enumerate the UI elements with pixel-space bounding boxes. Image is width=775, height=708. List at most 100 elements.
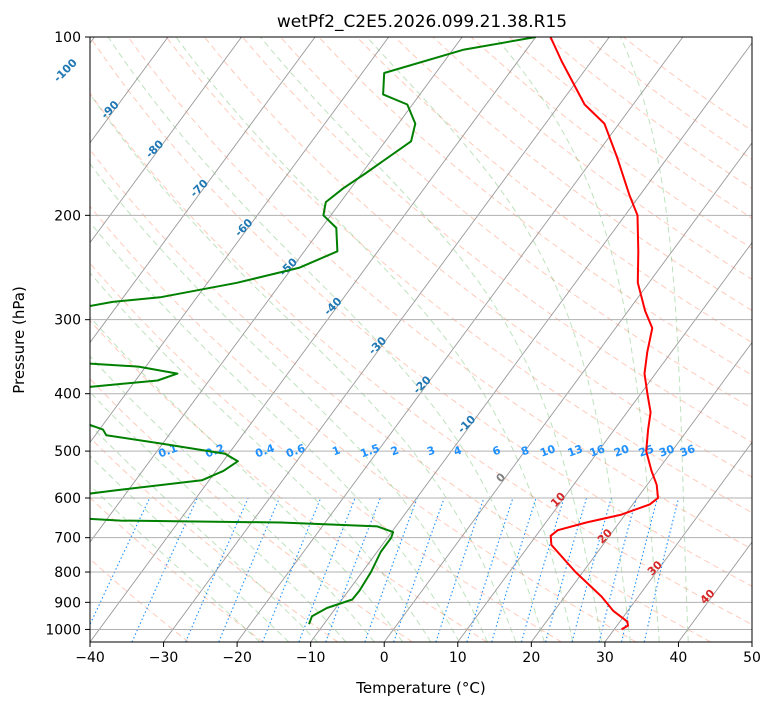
x-tick-label: −30	[149, 650, 179, 666]
mixing-ratio-line	[571, 497, 612, 642]
moist-adiabat	[175, 37, 574, 642]
mixing-ratio-label: 1.5	[359, 442, 382, 461]
y-tick-label: 1000	[45, 622, 81, 638]
isotherm	[163, 37, 610, 642]
mixing-ratio-line	[298, 497, 356, 642]
isotherm	[457, 241, 752, 642]
dry-adiabat	[394, 37, 752, 312]
mixing-ratio-line	[90, 497, 151, 626]
mixing-ratio-label: 6	[491, 443, 503, 458]
y-tick-label: 900	[54, 595, 81, 611]
mixing-ratio-label: 0.4	[253, 441, 276, 460]
data-lines	[90, 37, 659, 631]
mixing-ratio-label: 0.6	[284, 441, 307, 460]
x-tick-label: −20	[222, 650, 252, 666]
mixing-ratio-label: 2	[389, 444, 401, 459]
x-tick-label: −40	[75, 650, 105, 666]
y-tick-label: 200	[54, 208, 81, 224]
chart-title: wetPf2_C2E5.2026.099.21.38.R15	[277, 12, 567, 32]
isotherm	[90, 37, 463, 543]
dry-adiabat	[318, 37, 752, 376]
mixing-ratio-line	[393, 497, 445, 642]
y-tick-label: 600	[54, 491, 81, 507]
isotherm	[236, 37, 684, 642]
moist-adiabat	[90, 316, 404, 642]
x-tick-label: 40	[670, 650, 688, 666]
moist-adiabat	[107, 37, 545, 642]
dry-adiabat	[90, 149, 712, 642]
moist-adiabat	[366, 37, 631, 642]
isotherm	[90, 37, 169, 144]
moist-adiabat	[90, 93, 517, 642]
temperature-profile	[549, 37, 659, 631]
mixing-ratio-line	[325, 497, 381, 642]
x-tick-label: 20	[522, 650, 540, 666]
mixing-ratio-label: 0.2	[203, 442, 226, 461]
mixing-ratio-line	[621, 497, 658, 642]
mixing-ratio-line	[218, 497, 280, 642]
y-tick-label: 800	[54, 565, 81, 581]
y-tick-label: 300	[54, 313, 81, 329]
y-tick-label: 500	[54, 444, 81, 460]
moist-adiabat	[90, 424, 318, 642]
mixing-ratio-label: 4	[452, 443, 464, 458]
moist-adiabat	[90, 272, 432, 642]
isotherm	[530, 341, 752, 642]
x-axis-title: Temperature (°C)	[355, 679, 485, 697]
moist-adiabat	[90, 355, 375, 642]
y-tick-label: 700	[54, 531, 81, 547]
isotherm	[90, 37, 390, 444]
mixing-ratio-label: 20	[612, 442, 631, 460]
mixing-ratio-label: 36	[678, 442, 697, 460]
x-tick-label: 30	[596, 650, 614, 666]
mixing-ratio-line	[545, 497, 588, 642]
moist-adiabat	[90, 162, 488, 642]
isotherm	[90, 37, 316, 344]
mixing-ratio-label: 16	[588, 442, 607, 460]
mixing-ratio-label: 10	[538, 442, 557, 460]
moist-adiabat	[260, 37, 602, 642]
isotherm	[383, 142, 752, 642]
mixing-ratio-label: 3	[425, 444, 437, 459]
dewpoint-profile	[90, 37, 536, 625]
isotherm	[310, 42, 752, 642]
mixing-ratio-line	[520, 497, 565, 642]
dry-adiabat	[165, 37, 752, 514]
y-tick-label: 100	[54, 30, 81, 46]
isotherm	[90, 37, 537, 642]
moist-adiabat	[90, 391, 347, 642]
moist-adiabat	[620, 37, 689, 642]
mixing-ratio-line	[643, 497, 680, 642]
moist-adiabat	[90, 221, 460, 642]
background-lines	[90, 37, 752, 642]
moist-adiabat	[495, 37, 660, 642]
mixing-ratio-line	[435, 497, 485, 642]
x-tick-label: −10	[296, 650, 326, 666]
plot-frame	[89, 36, 753, 643]
moist-adiabat	[90, 484, 261, 642]
dry-adiabat	[90, 37, 752, 587]
mixing-ratio-label: 30	[657, 442, 676, 460]
dry-adiabat	[356, 37, 752, 344]
mixing-ratio-line	[466, 497, 514, 642]
y-axis-title: Pressure (hPa)	[10, 286, 28, 394]
axes: −40 −30 −20 −10 0 10 20 30 40 5010020030040050060…	[45, 30, 761, 666]
mixing-ratio-line	[185, 497, 249, 642]
isotherm	[604, 441, 752, 642]
mixing-ratio-label: 13	[566, 442, 585, 459]
mixing-ratio-line	[491, 497, 537, 642]
mixing-ratio-line	[131, 497, 198, 642]
mixing-ratio-label: 8	[519, 444, 531, 459]
dry-adiabat	[90, 262, 562, 642]
y-tick-label: 400	[54, 387, 81, 403]
mixing-ratio-line	[364, 497, 418, 642]
mixing-ratio-line	[598, 497, 638, 642]
x-tick-label: 10	[449, 650, 467, 666]
isotherm	[90, 37, 242, 244]
moist-adiabat	[90, 455, 290, 642]
x-tick-label: 50	[743, 650, 761, 666]
mixing-ratio-label: 1	[330, 444, 342, 459]
mixing-ratio-line	[261, 497, 322, 642]
dry-adiabat	[90, 92, 752, 626]
